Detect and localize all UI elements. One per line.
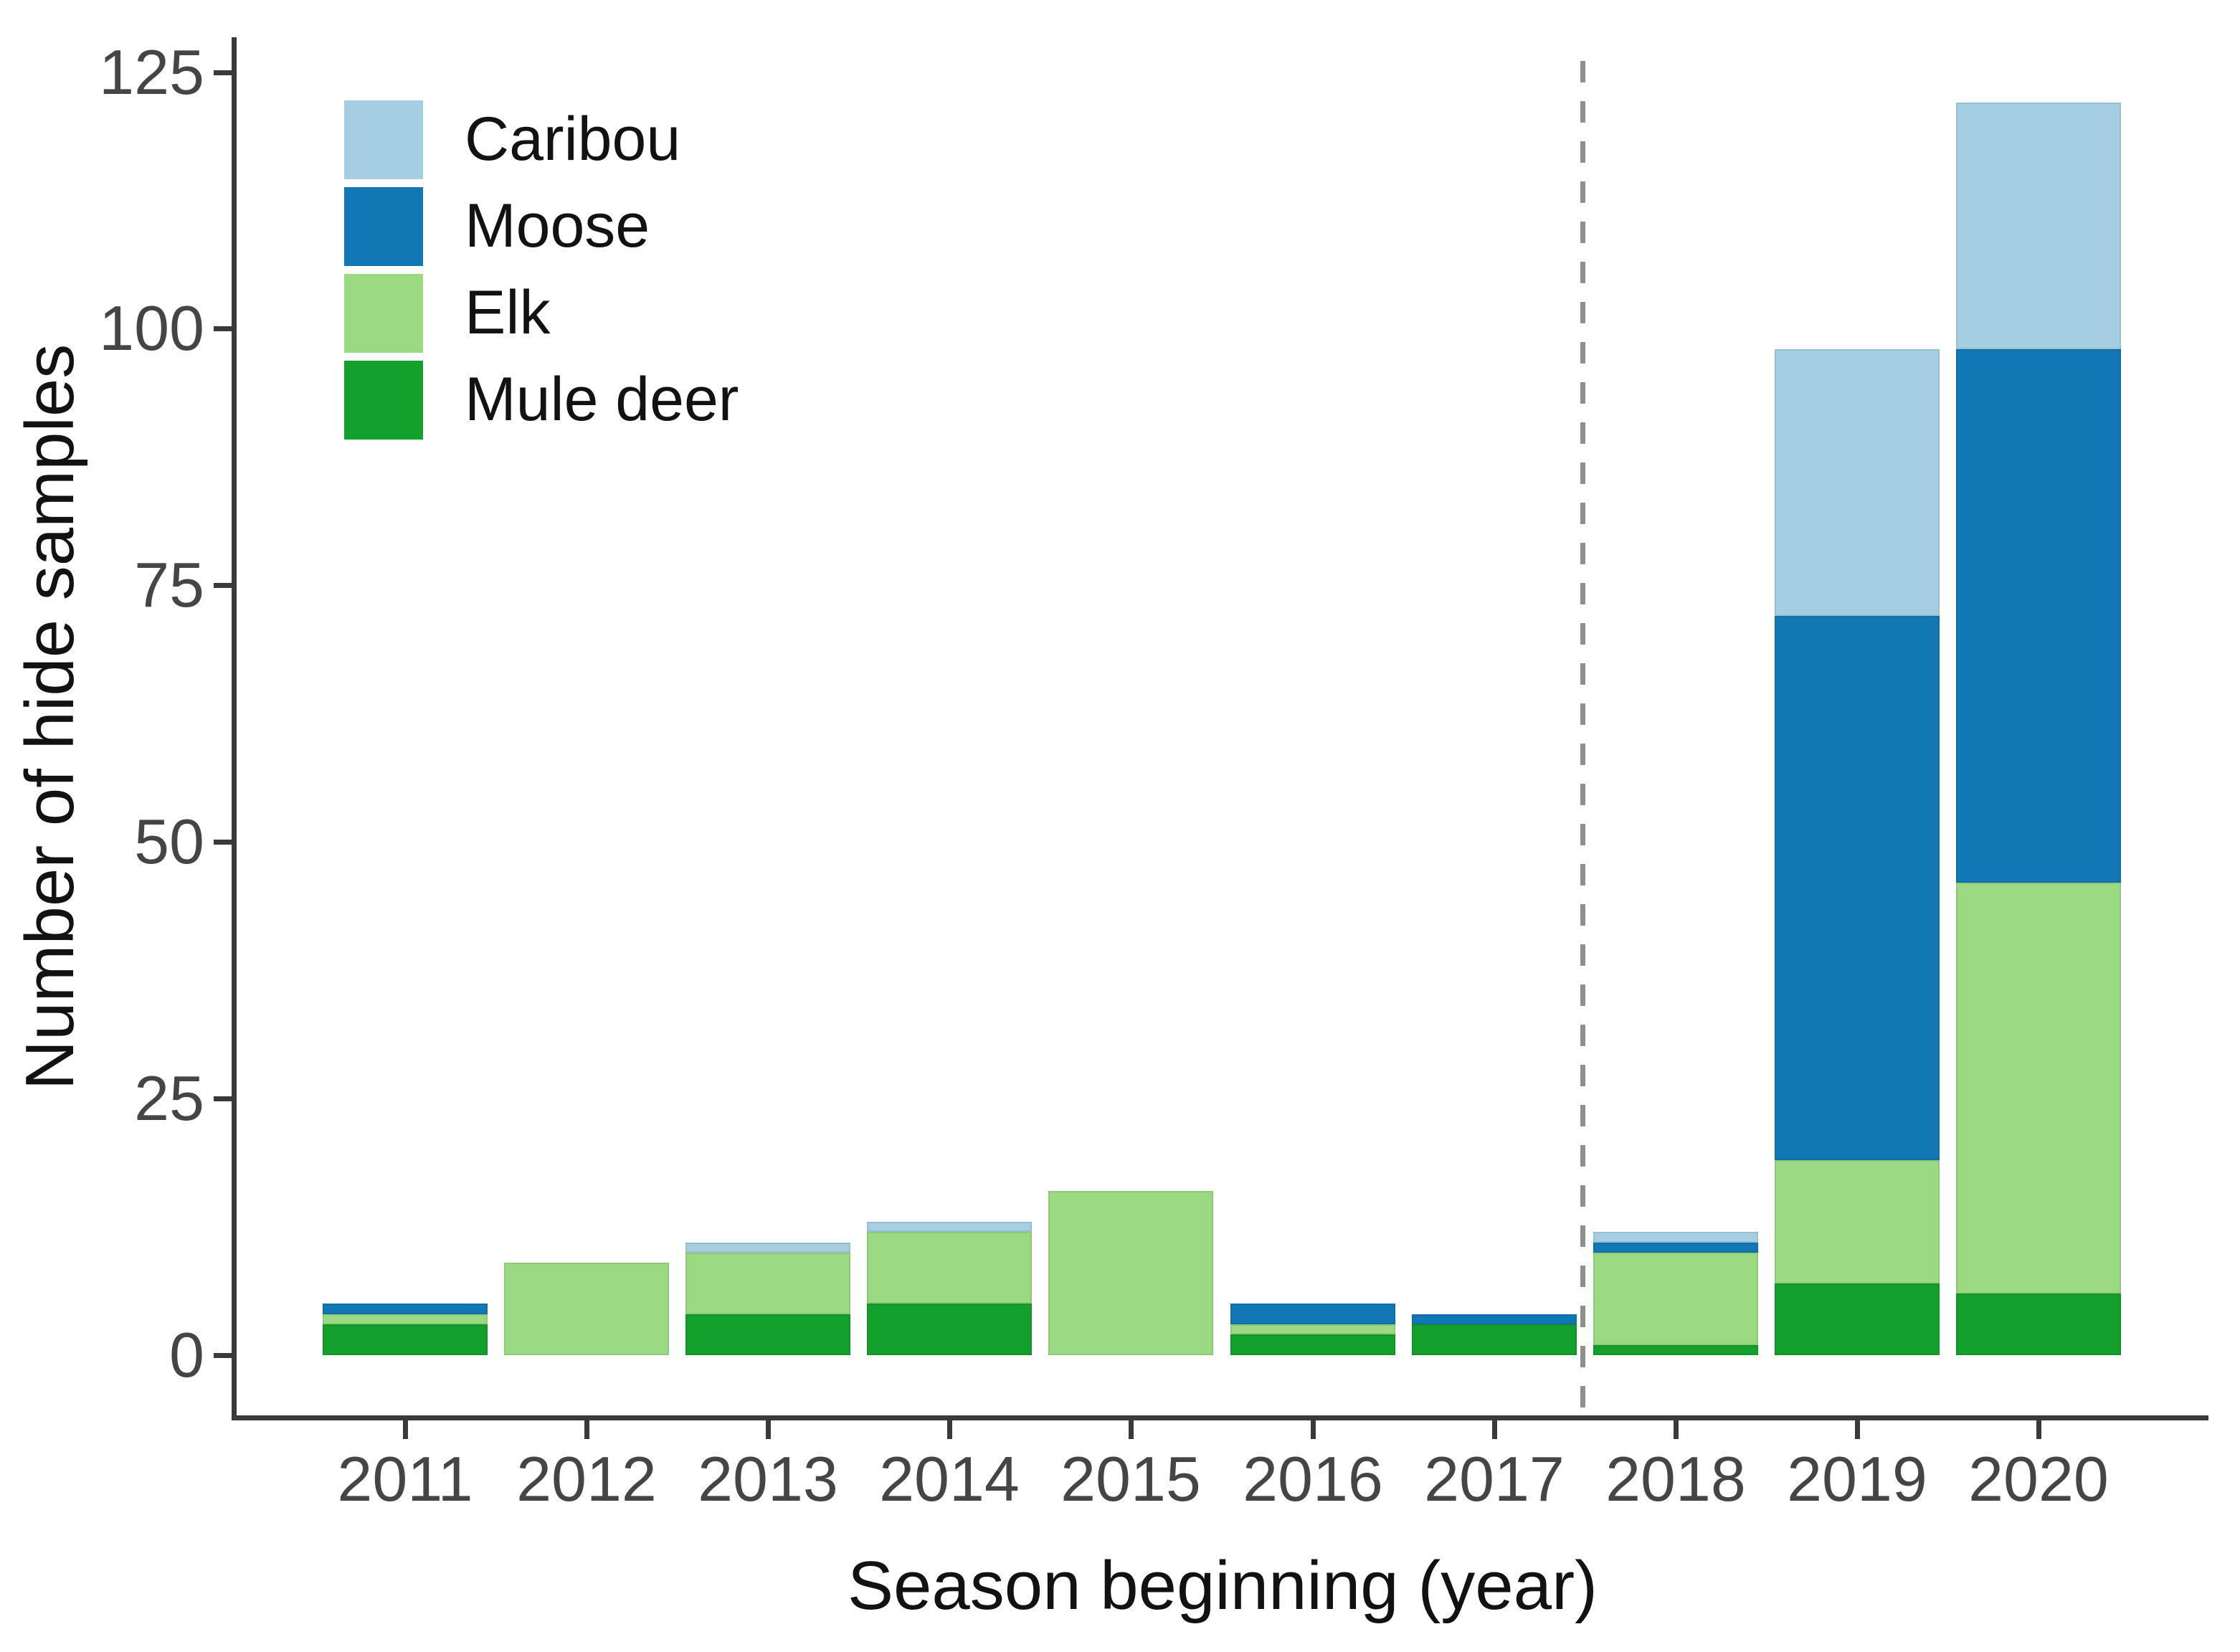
y-axis-title: Number of hide samples	[11, 343, 88, 1091]
bar-segment-2017-mule-deer	[1412, 1324, 1577, 1355]
legend-item-caribou: Caribou	[344, 96, 739, 183]
bar-segment-2013-mule-deer	[685, 1314, 850, 1355]
x-axis-title: Season beginning (year)	[847, 1547, 1598, 1624]
bar-segment-2013-elk	[685, 1252, 850, 1314]
y-tick-25	[214, 1096, 232, 1102]
divider-dashed-line	[1580, 61, 1585, 1415]
legend-item-moose: Moose	[344, 183, 739, 270]
y-tick-125	[214, 70, 232, 75]
legend-label-mule-deer: Mule deer	[465, 365, 739, 434]
bar-segment-2018-caribou	[1593, 1232, 1758, 1243]
bar-segment-2020-elk	[1956, 883, 2121, 1294]
bar-segment-2017-moose	[1412, 1314, 1577, 1325]
bar-segment-2019-moose	[1775, 616, 1940, 1160]
bar-segment-2014-caribou	[867, 1221, 1032, 1233]
legend: Caribou Moose Elk Mule deer	[344, 96, 739, 443]
bar-segment-2011-elk	[323, 1314, 488, 1325]
bar-segment-2016-moose	[1230, 1304, 1395, 1325]
legend-item-mule-deer: Mule deer	[344, 356, 739, 443]
elk-swatch-icon	[344, 273, 423, 353]
x-tick-2016	[1311, 1420, 1316, 1439]
x-tick-2020	[2036, 1420, 2041, 1439]
legend-label-elk: Elk	[465, 278, 551, 347]
x-tick-label-2015: 2015	[1060, 1443, 1201, 1514]
x-tick-label-2018: 2018	[1605, 1443, 1746, 1514]
bar-segment-2012-elk	[504, 1263, 669, 1355]
bar-segment-2020-moose	[1956, 349, 2121, 883]
mule-deer-swatch-icon	[344, 360, 423, 440]
legend-label-moose: Moose	[465, 191, 650, 260]
bar-segment-2016-mule-deer	[1230, 1334, 1395, 1355]
x-tick-2012	[584, 1420, 589, 1439]
x-tick-label-2016: 2016	[1243, 1443, 1383, 1514]
x-tick-2014	[947, 1420, 952, 1439]
y-tick-label-100: 100	[99, 293, 204, 364]
bar-segment-2020-mule-deer	[1956, 1293, 2121, 1355]
x-tick-label-2013: 2013	[698, 1443, 838, 1514]
bar-segment-2015-elk	[1048, 1190, 1213, 1355]
y-tick-label-75: 75	[134, 549, 204, 621]
bar-segment-2020-caribou	[1956, 103, 2121, 350]
bar-segment-2018-moose	[1593, 1242, 1758, 1253]
bar-segment-2018-mule-deer	[1593, 1344, 1758, 1355]
x-tick-label-2012: 2012	[516, 1443, 657, 1514]
bar-segment-2014-mule-deer	[867, 1304, 1032, 1355]
bar-segment-2016-elk	[1230, 1324, 1395, 1335]
caribou-swatch-icon	[344, 100, 423, 179]
x-tick-label-2020: 2020	[1968, 1443, 2109, 1514]
y-tick-label-50: 50	[134, 806, 204, 878]
bar-segment-2011-mule-deer	[323, 1324, 488, 1355]
moose-swatch-icon	[344, 186, 423, 266]
bar-segment-2019-mule-deer	[1775, 1283, 1940, 1355]
bar-segment-2018-elk	[1593, 1252, 1758, 1345]
x-tick-2018	[1674, 1420, 1679, 1439]
x-tick-2019	[1855, 1420, 1860, 1439]
x-tick-2013	[766, 1420, 771, 1439]
bar-segment-2011-moose	[323, 1304, 488, 1314]
y-tick-label-25: 25	[134, 1063, 204, 1134]
x-tick-label-2011: 2011	[337, 1443, 473, 1514]
x-tick-2015	[1129, 1420, 1134, 1439]
x-tick-2011	[403, 1420, 408, 1439]
y-tick-75	[214, 583, 232, 589]
y-axis-line	[232, 37, 237, 1420]
bar-segment-2019-caribou	[1775, 349, 1940, 617]
bar-segment-2019-elk	[1775, 1159, 1940, 1283]
y-tick-label-0: 0	[169, 1319, 204, 1390]
legend-item-elk: Elk	[344, 270, 739, 356]
legend-label-caribou: Caribou	[465, 105, 681, 174]
x-tick-label-2014: 2014	[879, 1443, 1020, 1514]
bar-segment-2014-elk	[867, 1232, 1032, 1304]
y-tick-50	[214, 840, 232, 845]
x-axis-line	[232, 1415, 2208, 1420]
x-tick-2017	[1492, 1420, 1497, 1439]
x-tick-label-2019: 2019	[1787, 1443, 1927, 1514]
y-tick-label-125: 125	[99, 36, 204, 108]
y-tick-100	[214, 326, 232, 332]
x-tick-label-2017: 2017	[1424, 1443, 1565, 1514]
bar-segment-2013-caribou	[685, 1242, 850, 1253]
y-tick-0	[214, 1353, 232, 1358]
